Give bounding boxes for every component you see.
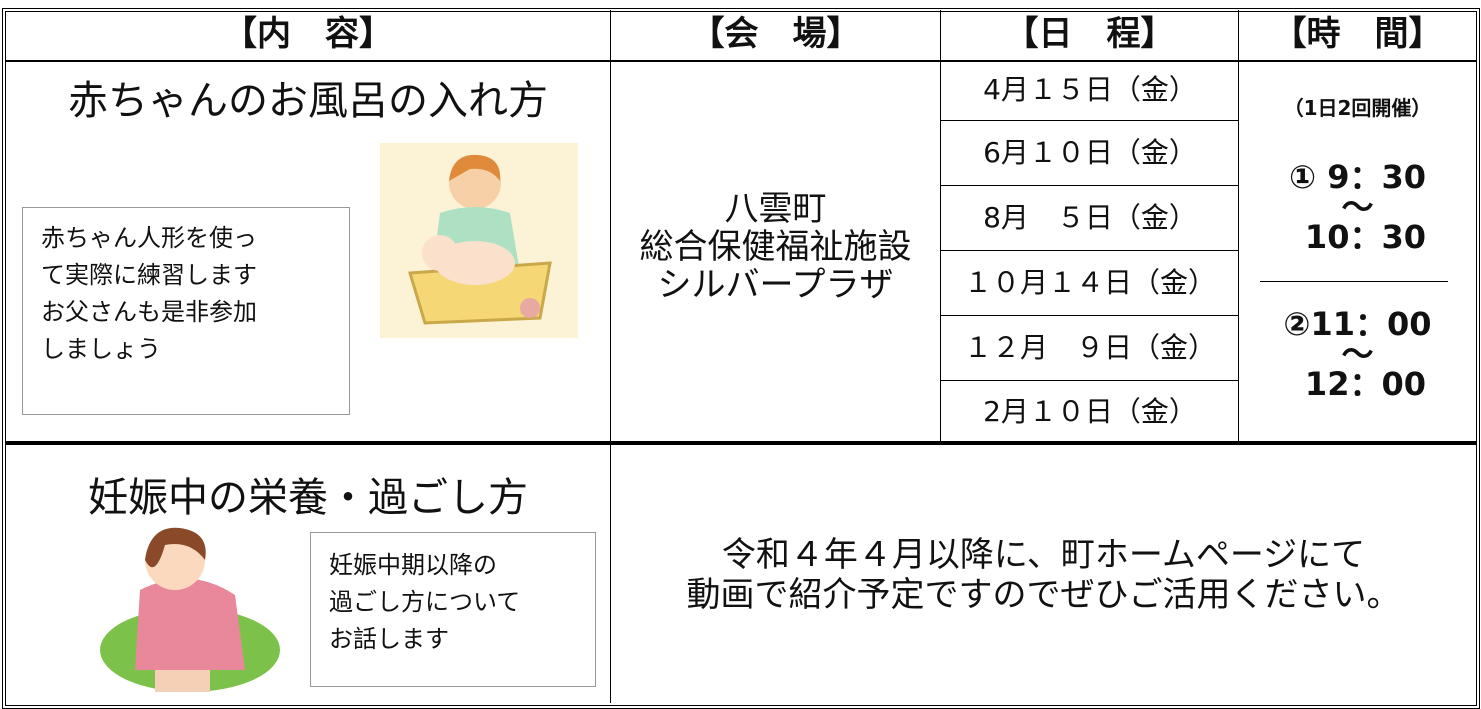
session: ① 9：30 ～ 10：30 [1239,158,1476,256]
rule [6,60,1476,62]
header-cell: 【内 容】 [223,14,393,54]
note-box: 赤ちゃん人形を使っ て実際に練習します お父さんも是非参加 しましょう [22,207,350,415]
time-note: （1日2回開催） [1283,96,1432,120]
message-line: 動画で紹介予定ですのでぜひご活用ください。 [686,575,1401,615]
date: １２月 ９日（金） [963,331,1216,364]
note-line: お話します [329,625,449,653]
time-line: 10：30 [1304,218,1426,256]
rule [940,250,1238,251]
time-line: 12：00 [1304,365,1426,403]
date: １０月１４日（金） [963,266,1216,299]
date: 2月１０日（金） [983,395,1197,428]
time-line: ～ [1341,335,1374,373]
note-box: 妊娠中期以降の 過ごし方について お話します [310,532,596,687]
date: 8月 ５日（金） [983,201,1197,234]
venue-line: シルバープラザ [657,265,894,305]
rule [1238,10,1239,443]
header-cell: 【時 間】 [1272,14,1443,54]
rule [940,185,1238,186]
course-title: 妊娠中の栄養・過ごし方 [88,475,528,521]
note-line: 過ごし方について [329,588,521,616]
rule [940,315,1238,316]
venue: 八雲町 総合保健福祉施設 シルバープラザ [611,190,940,304]
note-line: お父さんも是非参加 [41,298,257,326]
rule [940,10,941,443]
bath-illustration [380,143,578,338]
venue-line: 総合保健福祉施設 [639,227,912,267]
rule [940,380,1238,381]
date: 6月１０日（金） [983,136,1197,169]
message: 令和４年４月以降に、町ホームページにて 動画で紹介予定ですのでぜひご活用ください… [611,535,1476,615]
message-line: 令和４年４月以降に、町ホームページにて [721,535,1366,575]
time-line: ① 9：30 [1288,158,1427,196]
note-line: 赤ちゃん人形を使っ [41,224,257,252]
note-line: て実際に練習します [41,261,257,289]
session: ②11：00 ～ 12：00 [1239,305,1476,403]
time-line: ②11：00 [1283,305,1432,343]
date: 4月１５日（金） [983,73,1197,106]
divider [1260,281,1448,282]
time-line: ～ [1341,188,1374,226]
note-line: しましょう [41,335,161,363]
header-cell: 【日 程】 [1004,14,1175,54]
rule [610,10,611,703]
venue-line: 八雲町 [724,189,827,229]
rule [940,120,1238,121]
rule [6,441,1476,445]
course-title: 赤ちゃんのお風呂の入れ方 [68,78,548,124]
pregnant-illustration [100,527,280,692]
note-line: 妊娠中期以降の [329,551,497,579]
header-cell: 【会 場】 [690,14,861,54]
